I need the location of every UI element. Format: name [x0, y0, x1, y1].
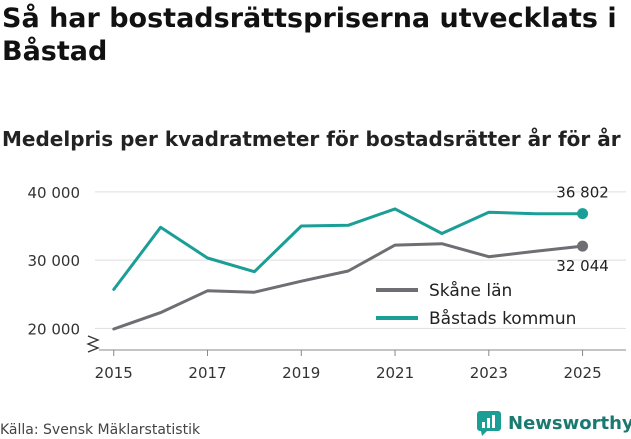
newsworthy-icon	[477, 411, 501, 436]
y-tick-label: 20 000	[28, 320, 81, 338]
source-note: Källa: Svensk Mäklarstatistik	[0, 422, 201, 438]
x-tick-label: 2017	[188, 364, 226, 382]
chart-title: Så har bostadsrättspriserna utvecklats i…	[2, 3, 617, 67]
chart-subtitle: Medelpris per kvadratmeter för bostadsrä…	[2, 127, 621, 151]
x-tick-label: 2025	[563, 364, 601, 382]
brand-name: Newsworthy	[508, 412, 631, 434]
bastad-end-value-label: 36 802	[556, 184, 609, 202]
skane-lan-line	[112, 242, 585, 331]
x-tick-label: 2015	[95, 364, 133, 382]
bastads-kommun-line	[112, 207, 585, 291]
skane-lan-endpoint	[577, 240, 589, 252]
newsworthy-logo: Newsworthy	[476, 410, 631, 436]
legend-label-bastads-kommun: Båstads kommun	[429, 308, 576, 329]
y-tick-label: 30 000	[28, 252, 81, 270]
y-tick-label: 40 000	[28, 184, 81, 202]
bastads-kommun-endpoint	[577, 208, 589, 220]
skane-end-value-label: 32 044	[556, 257, 609, 275]
legend-label-skane-lan: Skåne län	[429, 280, 512, 301]
x-tick-label: 2021	[376, 364, 414, 382]
axis-break-marker	[86, 335, 100, 353]
x-tick-label: 2019	[282, 364, 320, 382]
x-tick-label: 2023	[470, 364, 508, 382]
